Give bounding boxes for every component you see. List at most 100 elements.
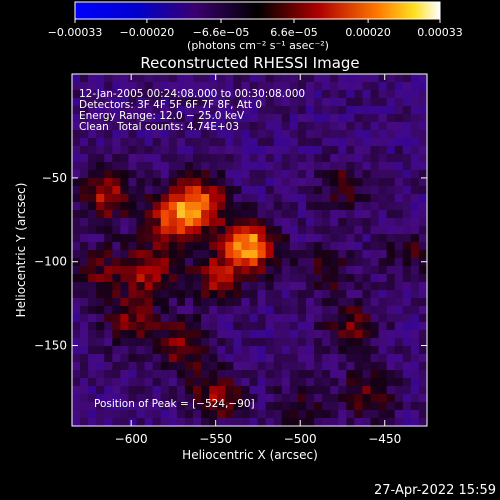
heatmap-cell bbox=[201, 362, 210, 371]
heatmap-cell bbox=[144, 322, 154, 331]
heatmap-cell bbox=[152, 234, 162, 243]
heatmap-cell bbox=[386, 98, 396, 107]
heatmap-cell bbox=[201, 346, 210, 355]
heatmap-cell bbox=[410, 298, 420, 307]
heatmap-cell bbox=[386, 90, 396, 99]
heatmap-cell bbox=[394, 90, 404, 99]
heatmap-cell bbox=[80, 218, 89, 227]
heatmap-cell bbox=[370, 162, 380, 171]
heatmap-cell bbox=[346, 250, 355, 259]
heatmap-cell bbox=[386, 338, 396, 347]
heatmap-cell bbox=[193, 386, 202, 395]
heatmap-cell bbox=[168, 138, 178, 147]
heatmap-cell bbox=[249, 418, 259, 427]
heatmap-cell bbox=[225, 202, 234, 211]
heatmap-cell bbox=[273, 418, 283, 427]
heatmap-cell bbox=[322, 74, 331, 83]
heatmap-cell bbox=[362, 378, 372, 387]
heatmap-cell bbox=[354, 90, 364, 99]
heatmap-cell bbox=[193, 210, 202, 219]
heatmap-cell bbox=[241, 298, 251, 307]
heatmap-cell bbox=[209, 418, 218, 427]
heatmap-cell bbox=[330, 410, 339, 419]
heatmap-cell bbox=[88, 290, 97, 299]
heatmap-cell bbox=[273, 250, 283, 259]
heatmap-cell bbox=[378, 162, 388, 171]
heatmap-cell bbox=[225, 250, 234, 259]
heatmap-cell bbox=[354, 354, 364, 363]
heatmap-cell bbox=[128, 138, 138, 147]
heatmap-cell bbox=[249, 266, 259, 275]
heatmap-cell bbox=[184, 378, 194, 387]
heatmap-cell bbox=[136, 202, 146, 211]
heatmap-cell bbox=[128, 402, 138, 411]
heatmap-cell bbox=[322, 394, 331, 403]
heatmap-cell bbox=[160, 298, 170, 307]
heatmap-cell bbox=[241, 202, 251, 211]
heatmap-cell bbox=[354, 306, 364, 315]
heatmap-cell bbox=[394, 194, 404, 203]
heatmap-cell bbox=[370, 402, 380, 411]
heatmap-cell bbox=[378, 418, 388, 427]
heatmap-cell bbox=[217, 74, 226, 83]
heatmap-cell bbox=[305, 290, 315, 299]
heatmap-cell bbox=[201, 386, 210, 395]
heatmap-cell bbox=[176, 386, 186, 395]
heatmap-cell bbox=[96, 394, 105, 403]
heatmap-cell bbox=[88, 330, 97, 339]
heatmap-cell bbox=[176, 402, 186, 411]
heatmap-cell bbox=[160, 218, 170, 227]
heatmap-cell bbox=[322, 154, 331, 163]
heatmap-cell bbox=[305, 114, 315, 123]
heatmap-cell bbox=[330, 202, 339, 211]
heatmap-cell bbox=[314, 346, 323, 355]
heatmap-cell bbox=[160, 210, 170, 219]
heatmap-cell bbox=[305, 162, 315, 171]
heatmap-cell bbox=[176, 146, 186, 155]
heatmap-cell bbox=[217, 282, 226, 291]
heatmap-cell bbox=[354, 234, 364, 243]
heatmap-cell bbox=[88, 298, 97, 307]
heatmap-cell bbox=[201, 106, 210, 115]
heatmap-cell bbox=[362, 282, 372, 291]
heatmap-cell bbox=[370, 122, 380, 131]
heatmap-cell bbox=[184, 130, 194, 139]
heatmap-cell bbox=[160, 154, 170, 163]
heatmap-cell bbox=[410, 170, 420, 179]
heatmap-cell bbox=[386, 298, 396, 307]
heatmap-cell bbox=[265, 210, 275, 219]
heatmap-cell bbox=[80, 226, 89, 235]
heatmap-cell bbox=[144, 226, 154, 235]
heatmap-cell bbox=[88, 130, 97, 139]
heatmap-cell bbox=[273, 138, 283, 147]
heatmap-cell bbox=[305, 386, 315, 395]
heatmap-cell bbox=[176, 330, 186, 339]
heatmap-cell bbox=[402, 306, 412, 315]
heatmap-cell bbox=[96, 218, 105, 227]
heatmap-cell bbox=[265, 418, 275, 427]
heatmap-cell bbox=[80, 418, 89, 427]
heatmap-cell bbox=[330, 210, 339, 219]
heatmap-cell bbox=[160, 394, 170, 403]
heatmap-cell bbox=[225, 410, 234, 419]
heatmap-cell bbox=[314, 298, 323, 307]
heatmap-cell bbox=[184, 162, 194, 171]
heatmap-cell bbox=[88, 210, 97, 219]
heatmap-cell bbox=[72, 290, 81, 299]
heatmap-cell bbox=[96, 194, 105, 203]
heatmap-cell bbox=[128, 162, 138, 171]
heatmap-cell bbox=[281, 194, 291, 203]
heatmap-cell bbox=[418, 338, 428, 347]
heatmap-cell bbox=[402, 282, 412, 291]
heatmap-cell bbox=[314, 362, 323, 371]
heatmap-cell bbox=[233, 258, 243, 267]
heatmap-cell bbox=[314, 186, 323, 195]
heatmap-cell bbox=[217, 290, 226, 299]
heatmap-cell bbox=[362, 162, 372, 171]
heatmap-cell bbox=[346, 162, 355, 171]
heatmap-cell bbox=[112, 314, 122, 323]
heatmap-cell bbox=[209, 266, 218, 275]
heatmap-cell bbox=[394, 322, 404, 331]
heatmap-cell bbox=[160, 114, 170, 123]
info-energy-range: Energy Range: 12.0 − 25.0 keV bbox=[79, 110, 245, 122]
